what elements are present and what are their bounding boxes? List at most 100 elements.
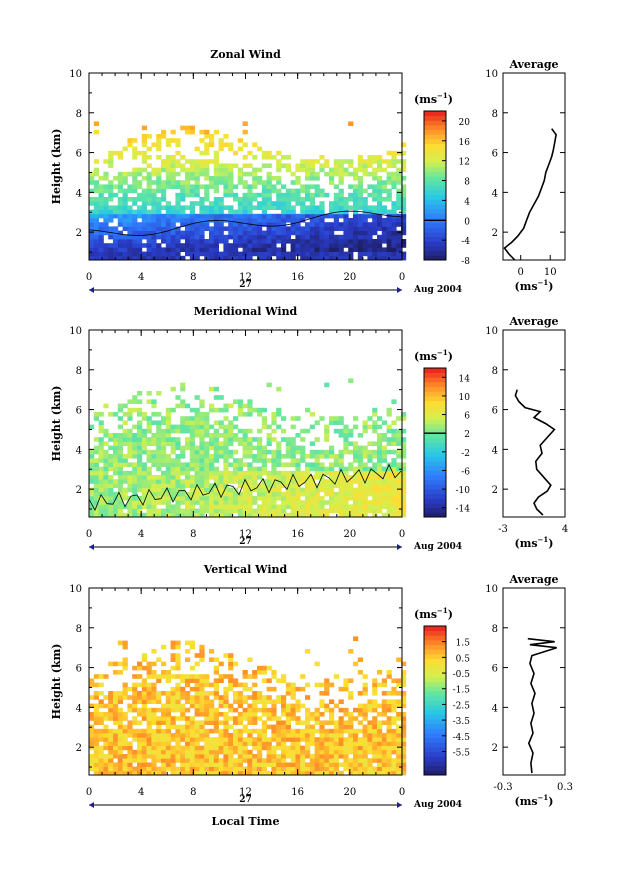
heatmap-cell — [98, 428, 104, 434]
heatmap-cells — [89, 121, 407, 261]
heatmap-cell — [132, 479, 138, 484]
x-tick-label: 0 — [86, 787, 92, 798]
heatmap-cell — [156, 449, 162, 455]
heatmap-cell — [141, 449, 147, 455]
heatmap-cell — [401, 150, 407, 156]
heatmap-cell — [271, 674, 277, 679]
heatmap-cell — [223, 445, 229, 451]
heatmap-cell — [137, 500, 143, 505]
heatmap-cell — [113, 483, 119, 488]
heatmap-cell — [122, 691, 128, 696]
heatmap-cell — [146, 762, 152, 767]
heatmap-cell — [213, 749, 219, 755]
heatmap-cell — [180, 180, 186, 185]
heatmap-cell — [348, 192, 354, 198]
heatmap-cell — [242, 674, 248, 679]
heatmap-cell — [146, 184, 152, 189]
heatmap-cell — [357, 466, 363, 472]
heatmap-cell — [117, 770, 123, 776]
heatmap-cell — [151, 420, 157, 425]
heatmap-cell — [204, 218, 210, 223]
y-tick-label: 8 — [76, 366, 82, 377]
heatmap-cell — [348, 441, 354, 446]
heatmap-cell — [324, 500, 330, 505]
colorbar-tick-label: 0.5 — [456, 654, 471, 664]
heatmap-cell — [170, 487, 176, 493]
heatmap-cell — [237, 399, 243, 404]
heatmap-cell — [170, 428, 176, 434]
heatmap-cell — [305, 496, 311, 501]
heatmap-cell — [213, 508, 219, 514]
heatmap-cell — [141, 728, 147, 734]
heatmap-cell — [367, 171, 373, 177]
heatmap-cell — [175, 192, 181, 198]
heatmap-cell — [137, 695, 143, 700]
heatmap-cell — [180, 424, 186, 430]
heatmap-cell — [132, 155, 138, 160]
heatmap-cell — [305, 491, 311, 497]
heatmap-cell — [117, 508, 123, 514]
heatmap-cell — [396, 159, 402, 164]
heatmap-cell — [233, 251, 239, 257]
heatmap-cell — [391, 251, 397, 257]
heatmap-cell — [93, 691, 99, 696]
heatmap-cell — [338, 167, 344, 173]
heatmap-cell — [338, 197, 344, 202]
heatmap-cell — [396, 454, 402, 459]
heatmap-cell — [161, 134, 167, 139]
heatmap-cell — [151, 707, 157, 713]
heatmap-cell — [290, 171, 296, 177]
heatmap-cell — [156, 445, 162, 451]
heatmap-cell — [348, 171, 354, 177]
heatmap-cell — [228, 487, 234, 493]
heatmap-cell — [353, 230, 359, 236]
heatmap-cell — [266, 508, 272, 514]
heatmap-cell — [204, 146, 210, 152]
heatmap-cell — [228, 665, 234, 671]
y-tick-label: 10 — [69, 584, 82, 595]
heatmap-cell — [98, 487, 104, 493]
heatmap-cell — [199, 728, 205, 734]
heatmap-cell — [175, 491, 181, 497]
heatmap-cell — [132, 197, 138, 202]
heatmap-cell — [185, 445, 191, 451]
heatmap-cell — [242, 184, 248, 189]
heatmap-cell — [137, 674, 143, 679]
heatmap-cell — [257, 205, 263, 210]
heatmap-cell — [377, 724, 383, 730]
heatmap-cell — [362, 222, 368, 227]
heatmap-cell — [108, 766, 114, 772]
heatmap-cell — [285, 470, 291, 476]
heatmap-cell — [247, 728, 253, 734]
heatmap-cell — [98, 737, 104, 742]
heatmap-cell — [343, 491, 349, 497]
x-tick-label: 8 — [190, 272, 196, 283]
heatmap-cell — [391, 239, 397, 244]
heatmap-cell — [233, 661, 239, 667]
heatmap-cell — [309, 754, 315, 759]
heatmap-cell — [343, 470, 349, 476]
heatmap-cell — [367, 508, 373, 514]
heatmap-cell — [180, 470, 186, 476]
heatmap-cell — [338, 745, 344, 751]
heatmap-cell — [108, 754, 114, 759]
heatmap-cell — [170, 695, 176, 700]
heatmap-cell — [117, 707, 123, 713]
heatmap-cell — [89, 458, 95, 463]
heatmap-cell — [261, 487, 267, 493]
heatmap-cell — [247, 192, 253, 198]
profile-y-tick-label: 8 — [492, 109, 498, 120]
heatmap-cell — [237, 741, 243, 746]
heatmap-cell — [194, 766, 200, 772]
heatmap-cell — [98, 745, 104, 751]
heatmap-cell — [314, 243, 320, 248]
heatmap-cell — [233, 737, 239, 742]
heatmap-cell — [396, 230, 402, 236]
heatmap-cell — [137, 458, 143, 463]
heatmap-cell — [324, 454, 330, 459]
heatmap-cell — [319, 724, 325, 730]
heatmap-cell — [213, 720, 219, 725]
heatmap-cell — [132, 433, 138, 438]
heatmap-cell — [103, 213, 109, 219]
heatmap-cell — [189, 508, 195, 514]
